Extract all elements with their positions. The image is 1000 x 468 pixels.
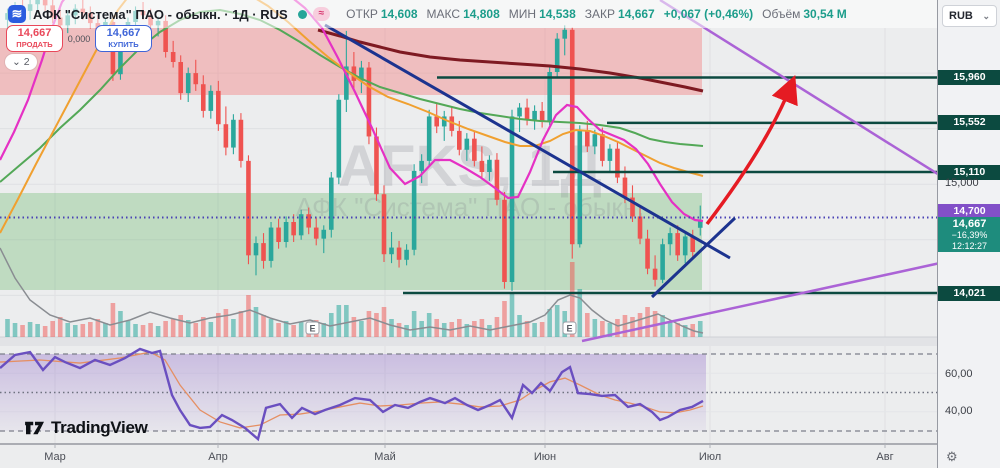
svg-text:E: E bbox=[309, 324, 315, 334]
low-value: 14,538 bbox=[539, 7, 576, 21]
volume-ma-line bbox=[0, 247, 704, 334]
navy-ascending bbox=[650, 216, 737, 299]
countdown-timer: 12:12:27 bbox=[951, 240, 988, 251]
tradingview-wordmark: TradingView bbox=[51, 418, 148, 437]
chart-header-toolbar: ≋ АФК "Система" ПАО - обыкн. · 1Д · RUS … bbox=[0, 0, 937, 28]
earnings-marker[interactable]: E bbox=[305, 321, 320, 335]
rsi-line bbox=[0, 347, 704, 442]
rsi-upper-label: 60,00 bbox=[945, 368, 973, 380]
sell-button[interactable]: 14,667 ПРОДАТЬ bbox=[6, 25, 63, 52]
close-value: 14,667 bbox=[618, 7, 655, 21]
instrument-logo-icon[interactable]: ≋ bbox=[8, 5, 26, 23]
rsi-signal-line bbox=[0, 351, 704, 429]
month-label: Июн bbox=[534, 451, 556, 463]
currency-dropdown[interactable]: RUB ⌄ bbox=[942, 5, 997, 27]
level-label-15960: 15,960 bbox=[938, 70, 1000, 86]
spread-value: 0,000 bbox=[67, 33, 91, 44]
grid-price-label: 15,000 bbox=[945, 177, 979, 190]
buy-button[interactable]: 14,667 КУПИТЬ bbox=[95, 25, 152, 52]
last-price: 14,667 bbox=[952, 218, 987, 231]
volume-label: Объём bbox=[762, 7, 801, 21]
gear-icon[interactable]: ⚙ bbox=[946, 449, 958, 464]
sell-label: ПРОДАТЬ bbox=[16, 40, 53, 49]
close-label: ЗАКР bbox=[584, 7, 616, 21]
month-label: Авг bbox=[876, 451, 893, 463]
violet-ascending bbox=[581, 262, 937, 343]
market-status-icon[interactable] bbox=[297, 9, 307, 19]
rsi-indicator[interactable] bbox=[0, 347, 704, 442]
high-value: 14,808 bbox=[463, 7, 500, 21]
change-value: +0,067 (+0,46%) bbox=[663, 7, 754, 21]
tradingview-branding[interactable]: TradingView bbox=[24, 418, 148, 438]
violet-descending bbox=[659, 0, 937, 176]
red-arrow[interactable] bbox=[705, 75, 798, 226]
high-label: МАКС bbox=[426, 7, 461, 21]
month-label: Июл bbox=[699, 451, 721, 463]
approx-badge-icon[interactable]: ≈ bbox=[312, 7, 331, 21]
currency-value: RUB bbox=[949, 10, 973, 22]
svg-text:AFKS, 1Д: AFKS, 1Д bbox=[338, 134, 602, 199]
volume-value: 30,54 М bbox=[803, 7, 847, 21]
month-label: Апр bbox=[208, 451, 227, 463]
sell-price: 14,667 bbox=[17, 27, 52, 39]
low-label: МИН bbox=[508, 7, 537, 21]
chevron-down-icon: ⌄ bbox=[982, 10, 990, 21]
price-scale[interactable]: RUB ⌄ 15,960 15,552 15,110 14,021 15,000… bbox=[937, 0, 1000, 468]
volume-series[interactable] bbox=[5, 262, 703, 337]
buy-label: КУПИТЬ bbox=[108, 40, 139, 49]
earnings-marker[interactable]: E bbox=[562, 321, 577, 335]
last-price-label: 14,667 −16,39% 12:12:27 bbox=[938, 217, 1000, 253]
month-label: Мар bbox=[44, 451, 66, 463]
ohlc-stats: ОТКР 14,608 МАКС 14,808 МИН 14,538 ЗАКР … bbox=[346, 7, 856, 21]
symbol-title[interactable]: АФК "Система" ПАО - обыкн. · 1Д · RUS bbox=[33, 6, 288, 22]
buy-price: 14,667 bbox=[106, 27, 141, 39]
trade-panel: 14,667 ПРОДАТЬ 0,000 14,667 КУПИТЬ bbox=[6, 25, 152, 52]
alert-price-label: 14,700 bbox=[938, 203, 1000, 219]
navy-descending bbox=[324, 23, 731, 260]
level-label-15552: 15,552 bbox=[938, 115, 1000, 131]
support-zone bbox=[0, 193, 702, 290]
collapsed-indicators-toggle[interactable]: ⌄ 2 bbox=[5, 54, 37, 70]
month-label: Май bbox=[374, 451, 396, 463]
rsi-lower-label: 40,00 bbox=[945, 405, 973, 417]
last-change-pct: −16,39% bbox=[951, 230, 988, 241]
tradingview-logo-icon bbox=[25, 421, 44, 435]
level-label-15110: 15,110 bbox=[938, 164, 1000, 180]
open-label: ОТКР bbox=[346, 7, 378, 21]
time-axis[interactable]: Мар Апр Май Июн Июл Авг bbox=[44, 444, 894, 463]
level-label-14021: 14,021 bbox=[938, 285, 1000, 301]
svg-text:E: E bbox=[566, 324, 572, 334]
open-value: 14,608 bbox=[380, 7, 418, 21]
trendlines[interactable] bbox=[324, 0, 1000, 343]
